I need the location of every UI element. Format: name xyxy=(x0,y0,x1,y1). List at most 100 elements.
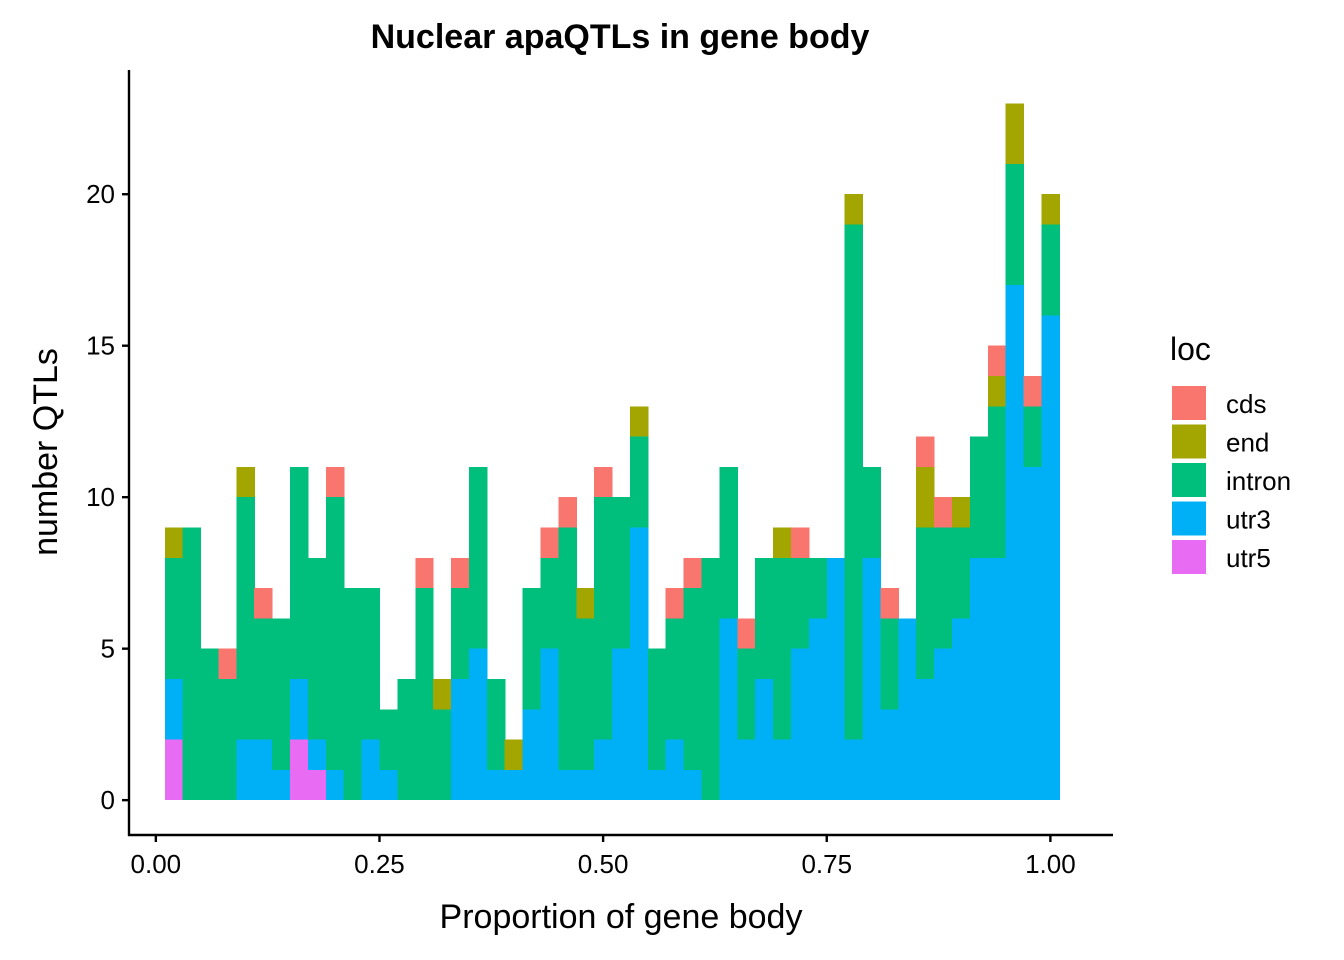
bar-cds-bin-21 xyxy=(540,527,559,558)
bar-intron-bin-35 xyxy=(790,557,810,649)
bar-utr3-bin-23 xyxy=(576,769,595,801)
bar-utr5-bin-7 xyxy=(290,739,309,801)
bar-utr3-bin-34 xyxy=(773,739,792,801)
x-tick-label: 0.00 xyxy=(131,849,182,879)
bar-intron-bin-6 xyxy=(272,618,291,770)
bar-cds-bin-46 xyxy=(987,345,1007,376)
bar-intron-bin-28 xyxy=(665,618,685,740)
bars-group xyxy=(164,103,1060,801)
bar-intron-bin-30 xyxy=(701,557,720,801)
bar-intron-bin-39 xyxy=(862,466,882,558)
bar-utr3-bin-38 xyxy=(844,739,864,801)
chart-title: Nuclear apaQTLs in gene body xyxy=(371,18,870,56)
bar-utr3-bin-42 xyxy=(916,678,935,801)
x-ticks-group: 0.00 0.25 0.50 0.75 1.00 xyxy=(131,835,1076,879)
bar-intron-bin-25 xyxy=(612,497,631,649)
bar-cds-bin-42 xyxy=(916,436,935,467)
bar-intron-bin-26 xyxy=(629,436,649,528)
bar-utr3-bin-20 xyxy=(522,709,542,801)
bar-cds-bin-43 xyxy=(934,497,953,528)
bar-intron-bin-40 xyxy=(880,618,899,710)
bar-utr3-bin-44 xyxy=(951,618,971,801)
bar-utr3-bin-40 xyxy=(880,709,899,801)
bar-cds-bin-22 xyxy=(558,497,577,528)
bar-end-bin-0 xyxy=(164,527,184,558)
legend-title: loc xyxy=(1170,331,1211,367)
legend-swatch-end xyxy=(1172,424,1206,459)
bar-intron-bin-48 xyxy=(1023,406,1043,467)
bar-intron-bin-5 xyxy=(254,618,273,740)
bar-cds-bin-48 xyxy=(1023,376,1043,407)
bar-intron-bin-4 xyxy=(236,497,255,740)
bar-utr3-bin-0 xyxy=(164,678,184,740)
bar-cds-bin-9 xyxy=(325,466,345,498)
bar-cds-bin-32 xyxy=(737,618,756,649)
bar-intron-bin-47 xyxy=(1005,163,1025,286)
bar-intron-bin-20 xyxy=(522,588,542,710)
legend-swatch-utr3 xyxy=(1172,501,1206,536)
bar-cds-bin-16 xyxy=(451,557,470,589)
bar-end-bin-26 xyxy=(629,406,649,437)
legend-label-intron: intron xyxy=(1226,466,1291,496)
x-tick-label: 0.50 xyxy=(578,849,629,879)
bar-intron-bin-16 xyxy=(451,588,470,679)
bar-intron-bin-8 xyxy=(307,557,327,740)
bar-end-bin-23 xyxy=(576,588,595,619)
bar-intron-bin-0 xyxy=(164,557,184,679)
bar-utr3-bin-11 xyxy=(361,739,381,801)
bar-utr5-bin-8 xyxy=(307,769,327,801)
bar-utr5-bin-0 xyxy=(164,739,184,801)
bar-cds-bin-35 xyxy=(790,527,810,558)
bar-intron-bin-42 xyxy=(916,527,935,679)
bar-end-bin-46 xyxy=(987,376,1007,407)
bar-intron-bin-43 xyxy=(934,527,953,649)
bar-end-bin-44 xyxy=(951,497,971,528)
bar-intron-bin-33 xyxy=(755,557,774,679)
y-axis-title: number QTLs xyxy=(27,348,65,556)
y-tick-label: 15 xyxy=(86,331,115,361)
x-tick-label: 0.75 xyxy=(801,849,852,879)
bar-cds-bin-40 xyxy=(880,588,899,619)
y-ticks-group: 0 5 10 15 20 xyxy=(86,179,129,815)
bar-end-bin-47 xyxy=(1005,103,1025,164)
bar-utr3-bin-32 xyxy=(737,739,756,801)
bar-utr3-bin-22 xyxy=(558,769,577,801)
bar-intron-bin-44 xyxy=(951,527,971,619)
bar-intron-bin-32 xyxy=(737,648,756,740)
legend: loc cds end intron utr3 utr5 xyxy=(1170,331,1291,574)
y-tick-label: 20 xyxy=(86,179,115,209)
bar-utr3-bin-36 xyxy=(808,618,828,801)
bar-intron-bin-34 xyxy=(773,557,792,740)
bar-cds-bin-28 xyxy=(665,588,685,619)
bar-intron-bin-23 xyxy=(576,618,595,770)
bar-intron-bin-38 xyxy=(844,224,864,740)
bar-intron-bin-2 xyxy=(200,648,220,801)
bar-end-bin-49 xyxy=(1041,194,1060,225)
bar-utr3-bin-12 xyxy=(379,769,398,801)
bar-cds-bin-24 xyxy=(594,466,613,498)
bar-intron-bin-1 xyxy=(182,527,202,801)
legend-label-end: end xyxy=(1226,428,1269,458)
bar-intron-bin-49 xyxy=(1041,224,1060,316)
bar-utr3-bin-31 xyxy=(719,618,738,801)
bar-intron-bin-36 xyxy=(808,557,828,619)
bar-intron-bin-31 xyxy=(719,466,738,619)
bar-utr3-bin-7 xyxy=(290,678,309,740)
bar-utr3-bin-27 xyxy=(647,769,667,801)
bar-utr3-bin-21 xyxy=(540,648,559,801)
bar-utr3-bin-19 xyxy=(504,769,524,801)
bar-intron-bin-27 xyxy=(647,648,667,770)
bar-utr3-bin-6 xyxy=(272,769,291,801)
bar-utr3-bin-45 xyxy=(969,557,989,801)
bar-utr3-bin-16 xyxy=(451,678,470,801)
bar-utr3-bin-29 xyxy=(683,769,703,801)
bar-intron-bin-24 xyxy=(594,497,613,740)
bar-end-bin-19 xyxy=(504,739,524,770)
bar-intron-bin-29 xyxy=(683,588,703,770)
bar-end-bin-4 xyxy=(236,466,255,498)
bar-utr3-bin-5 xyxy=(254,739,273,801)
bar-intron-bin-3 xyxy=(218,678,237,801)
bar-end-bin-34 xyxy=(773,527,792,558)
x-tick-label: 0.25 xyxy=(354,849,405,879)
x-axis-title: Proportion of gene body xyxy=(440,898,803,936)
